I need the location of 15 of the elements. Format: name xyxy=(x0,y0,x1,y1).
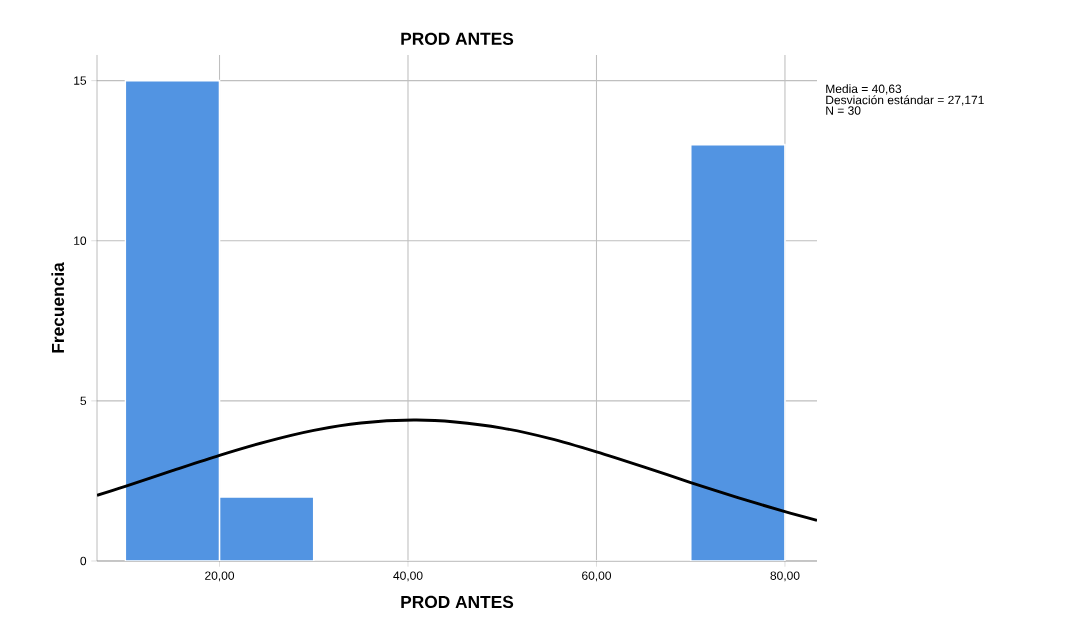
y-axis-title: Frecuencia xyxy=(51,262,65,353)
y-tick-label: 15 xyxy=(74,76,87,85)
x-tick-label: 20,00 xyxy=(205,571,235,582)
x-tick-label: 60,00 xyxy=(582,571,612,582)
y-tick-label: 0 xyxy=(80,556,87,566)
line-series xyxy=(97,418,818,522)
x-axis-title: PROD ANTES xyxy=(401,595,514,609)
y-tick-label: 10 xyxy=(74,236,87,245)
text: N = 30 xyxy=(826,106,861,115)
x-tick-label: 80,00 xyxy=(770,571,800,582)
text: Media = 40,63 xyxy=(826,84,902,95)
x-tick-label: 40,00 xyxy=(393,571,423,582)
chart-title: PROD ANTES xyxy=(401,32,514,45)
y-tick-label: 5 xyxy=(80,396,87,406)
text: Desviación estándar = 27,171 xyxy=(826,95,984,106)
